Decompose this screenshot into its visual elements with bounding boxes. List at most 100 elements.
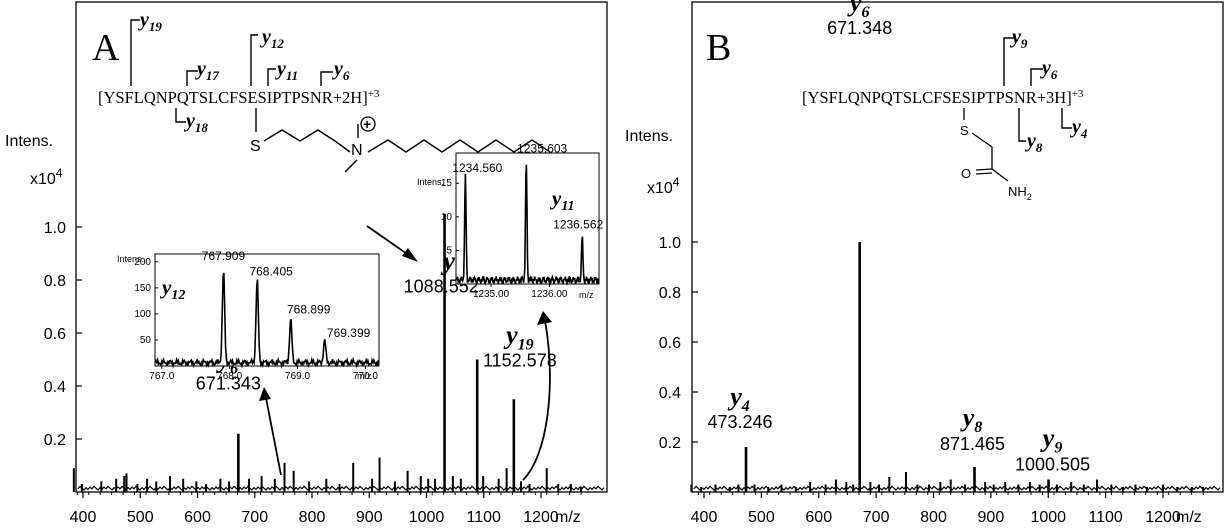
inset-y-tick-label: 200 bbox=[134, 257, 151, 268]
a-bracket-y17: y17 bbox=[195, 58, 219, 83]
b-bracket-y4: y4 bbox=[1070, 116, 1088, 141]
b-baseline-noise bbox=[693, 485, 1221, 491]
a-sequence-charge: +3 bbox=[368, 88, 380, 100]
b-y-tick-label: 0.2 bbox=[659, 435, 681, 452]
b-x-tick-label: 600 bbox=[805, 509, 832, 526]
a-y-tick-label: 1.0 bbox=[44, 220, 66, 237]
a-modification-structure: S N + bbox=[250, 108, 551, 173]
b-bracket-y8: y8 bbox=[1025, 130, 1043, 155]
b-x-tick-label: 900 bbox=[978, 509, 1005, 526]
a-y-multiplier-base: x10 bbox=[30, 171, 56, 188]
a-inset-y11: Intens. m/z y11 5 10 15 1235.00 1236.00 123… bbox=[417, 141, 604, 300]
panel-a: A Intens. x104 m/z 0.20.40.60.81.0 400 50… bbox=[5, 1, 608, 526]
b-x-tick-label: 1100 bbox=[1088, 509, 1123, 526]
b-minor-peaks bbox=[690, 472, 1221, 492]
a-positive-charge-sign: + bbox=[363, 116, 371, 132]
a-fragment-brackets bbox=[130, 19, 333, 123]
a-bracket-y6: y6 bbox=[332, 58, 350, 83]
a-bracket-y12: y12 bbox=[260, 26, 284, 51]
a-y-ticks: 0.2 0.4 0.6 0.8 1.0 bbox=[44, 220, 82, 449]
a-x-tick-label: 400 bbox=[70, 509, 97, 526]
panel-b-frame bbox=[691, 1, 1224, 493]
inset-y12-trace bbox=[154, 272, 380, 369]
b-sequence-charge: +3 bbox=[1072, 88, 1084, 100]
a-peak-y6-mz-label: 671.343 bbox=[196, 374, 261, 394]
a-minor-peaks bbox=[72, 457, 605, 492]
panel-a-letter: A bbox=[92, 27, 120, 69]
b-y-tick-label: 0.8 bbox=[659, 285, 681, 302]
a-sequence-text: [YSFLQNPQTSLCFSESIPTPSNR+2H] bbox=[98, 88, 368, 107]
a-peptide-sequence: [YSFLQNPQTSLCFSESIPTPSNR+2H]+3 bbox=[98, 88, 380, 107]
inset-y11-x-label: m/z bbox=[579, 290, 594, 300]
inset-y12-x-label: m/z bbox=[357, 371, 372, 381]
a-x-tick-label: 700 bbox=[241, 509, 268, 526]
inset-peak-label: 1234.560 bbox=[452, 161, 502, 175]
b-y-tick-label: 1.0 bbox=[659, 235, 681, 252]
b-x-tick-label: 800 bbox=[920, 509, 947, 526]
b-oxygen-atom: O bbox=[961, 166, 971, 181]
inset-y-tick-label: 150 bbox=[134, 283, 151, 294]
inset-y-tick-label: 10 bbox=[441, 212, 453, 223]
b-y-tick-label: 0.6 bbox=[659, 335, 681, 352]
a-y-multiplier: x104 bbox=[30, 166, 63, 188]
inset-x-tick-label: 770.0 bbox=[353, 371, 378, 382]
a-y-tick-label: 0.8 bbox=[44, 273, 66, 290]
b-y-multiplier-base: x10 bbox=[647, 180, 673, 197]
inset-y11-x-ticks: 1235.00 1236.00 bbox=[473, 284, 568, 300]
a-x-axis-label: m/z bbox=[555, 509, 581, 526]
b-peak-y8-mz-label: 871.465 bbox=[940, 434, 1005, 454]
inset-y-tick-label: 5 bbox=[446, 245, 452, 256]
b-y-multiplier-exp: 4 bbox=[673, 175, 680, 189]
panel-b: B Intens. x104 m/z 0.2 0.4 0.6 0.8 1.0 400 50… bbox=[625, 0, 1224, 526]
b-y-multiplier: x104 bbox=[647, 175, 680, 197]
inset-x-tick-label: 768.0 bbox=[217, 371, 242, 382]
b-x-tick-label: 500 bbox=[748, 509, 775, 526]
a-x-tick-label: 800 bbox=[299, 509, 326, 526]
b-peak-y9-ion-label: y9 bbox=[1040, 424, 1063, 457]
b-peptide-sequence: [YSFLQNPQTSLCFSESIPTPSNR+3H]+3 bbox=[802, 88, 1084, 107]
b-peak-y6-mz-label: 671.348 bbox=[827, 18, 892, 38]
b-x-tick-label: 700 bbox=[863, 509, 890, 526]
b-sequence-text: [YSFLQNPQTSLCFSESIPTPSNR+3H] bbox=[802, 88, 1072, 107]
inset-peak-label: 768.899 bbox=[287, 303, 331, 317]
a-y-tick-label: 0.4 bbox=[44, 379, 66, 396]
a-bracket-y18: y18 bbox=[184, 110, 208, 135]
b-peak-y4-ion-label: y4 bbox=[727, 382, 750, 415]
b-peak-y8-ion-label: y8 bbox=[960, 403, 983, 436]
inset-y-tick-label: 100 bbox=[134, 309, 151, 320]
b-x-tick-label: 1200 bbox=[1145, 509, 1181, 526]
inset-y12-ion-label: y12 bbox=[159, 275, 185, 303]
inset-y12-y-label: Intens. bbox=[117, 254, 144, 264]
b-peak-y9-mz-label: 1000.505 bbox=[1015, 455, 1090, 475]
inset-peak-label: 1235.603 bbox=[517, 141, 567, 155]
inset-peak-label: 767.909 bbox=[202, 249, 246, 263]
arrow-to-inset-y11-peak bbox=[522, 319, 551, 481]
inset-x-tick-label: 769.0 bbox=[285, 371, 310, 382]
a-peak-y19-ion-label: y19 bbox=[503, 320, 534, 353]
panel-b-letter: B bbox=[706, 27, 731, 69]
inset-peak-label: 769.399 bbox=[327, 326, 371, 340]
a-x-tick-label: 900 bbox=[356, 509, 383, 526]
arrow-to-inset-y12 bbox=[265, 397, 282, 476]
b-y-tick-label: 0.4 bbox=[659, 385, 681, 402]
inset-y11-y-ticks: 5 10 15 bbox=[441, 178, 459, 256]
b-bracket-y6: y6 bbox=[1040, 57, 1058, 82]
a-x-tick-label: 1000 bbox=[409, 509, 445, 526]
inset-x-tick-label: 1235.00 bbox=[473, 289, 510, 300]
b-x-tick-label: 1000 bbox=[1030, 509, 1066, 526]
inset-y11-ion-label: y11 bbox=[549, 186, 575, 214]
inset-y11-y-label: Intens. bbox=[417, 177, 444, 187]
b-sulfur-atom: S bbox=[960, 123, 969, 138]
inset-y12-y-ticks: 50 100 150 200 bbox=[134, 257, 158, 346]
a-x-tick-label: 500 bbox=[127, 509, 154, 526]
a-bracket-y19: y19 bbox=[138, 9, 162, 34]
b-bracket-y9: y9 bbox=[1010, 26, 1028, 51]
inset-y12-frame bbox=[154, 253, 380, 367]
a-y-tick-label: 0.6 bbox=[44, 326, 66, 343]
a-arrows bbox=[265, 225, 551, 481]
a-bracket-y11: y11 bbox=[275, 58, 298, 83]
inset-y11-peak-labels: 1234.560 1235.603 1236.562 bbox=[452, 141, 603, 231]
